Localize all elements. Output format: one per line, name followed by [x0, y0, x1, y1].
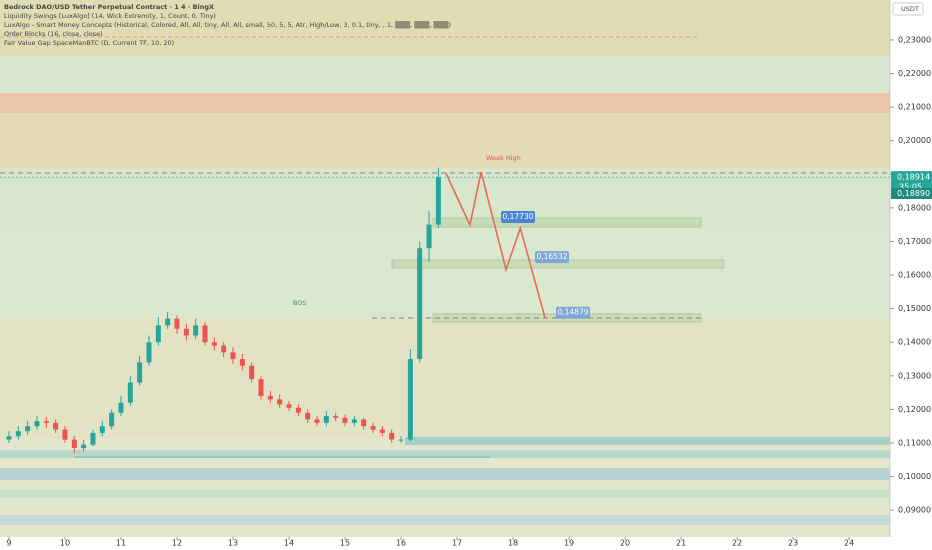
- candle-body: [34, 421, 40, 427]
- candle-body: [295, 407, 301, 413]
- y-tick-label: 0,13000: [898, 371, 931, 380]
- candle-body: [333, 416, 339, 418]
- x-tick-label: 18: [508, 539, 518, 548]
- x-tick-label: 11: [116, 539, 126, 548]
- candle-body: [53, 422, 59, 430]
- candle-body: [323, 416, 329, 423]
- x-tick-label: 22: [732, 539, 742, 548]
- y-tick-label: 0,20000: [898, 136, 931, 145]
- candle-body: [370, 426, 376, 430]
- x-tick-label: 20: [620, 539, 630, 548]
- x-tick-label: 12: [172, 539, 182, 548]
- candle-body: [277, 399, 283, 405]
- projection-line: [445, 171, 546, 318]
- candle-body: [221, 345, 227, 353]
- candle-body: [99, 426, 105, 433]
- candle-body: [286, 404, 292, 408]
- candle-body: [249, 365, 255, 380]
- last-price-box: [891, 171, 932, 194]
- candle-body: [71, 439, 77, 449]
- y-tick-label: 0,18000: [898, 203, 931, 212]
- x-tick-label: 14: [284, 539, 294, 548]
- y-tick-label: 0,11000: [898, 438, 931, 447]
- candle-body: [230, 352, 236, 360]
- price-tag-label: 0,14879: [557, 308, 588, 317]
- x-tick-label: 9: [6, 539, 11, 548]
- indicator-label: Liquidity Swings [LuxAlgo] (14, Wick Ext…: [4, 12, 216, 20]
- price-tag: [556, 306, 590, 319]
- candle-body: [361, 419, 367, 427]
- bid-price-label: 0,18890: [897, 189, 930, 198]
- candle-body: [211, 342, 217, 346]
- candle-body: [90, 432, 96, 445]
- annotation: Weak High: [486, 154, 521, 162]
- candle-body: [267, 395, 273, 400]
- x-tick-label: 13: [228, 539, 238, 548]
- x-tick-label: 23: [788, 539, 798, 548]
- candle-body: [25, 426, 31, 432]
- candle-body: [258, 379, 264, 396]
- y-tick-label: 0,16000: [898, 271, 931, 280]
- candle-body: [6, 436, 12, 440]
- candle-body: [389, 432, 395, 440]
- candle-body: [314, 419, 320, 423]
- candle-body: [183, 328, 189, 336]
- candle-body: [174, 318, 180, 329]
- candle-body: [305, 412, 311, 420]
- candle-body: [146, 342, 152, 363]
- candle-body: [137, 362, 143, 383]
- y-tick-label: 0,14000: [898, 338, 931, 347]
- candle-body: [407, 359, 413, 440]
- x-tick-label: 16: [396, 539, 406, 548]
- y-tick-label: 0,09000: [898, 506, 931, 515]
- last-price-label: 0,18914: [897, 173, 930, 182]
- indicator-label: Order Blocks (16, close, close): [4, 30, 103, 38]
- candle-body: [193, 325, 199, 336]
- x-tick-label: 19: [564, 539, 574, 548]
- candle-body: [109, 412, 115, 427]
- y-tick-label: 0,10000: [898, 472, 931, 481]
- candle-body: [165, 318, 171, 326]
- x-tick-label: 17: [452, 539, 462, 548]
- candle-body: [43, 421, 49, 423]
- price-tag-label: 0,17730: [502, 212, 533, 221]
- candle-body: [435, 177, 441, 225]
- y-tick-label: 0,22000: [898, 69, 931, 78]
- y-tick-label: 0,21000: [898, 103, 931, 112]
- candle-body: [118, 402, 124, 413]
- price-tag-label: 0,16532: [536, 252, 567, 261]
- candle-body: [202, 325, 208, 343]
- candle-body: [127, 382, 133, 403]
- annotation: BOS: [293, 299, 307, 307]
- candle-body: [426, 224, 432, 249]
- candle-body: [398, 439, 404, 441]
- x-tick-label: 24: [844, 539, 854, 548]
- y-tick-label: 0,12000: [898, 405, 931, 414]
- candle-body: [155, 325, 161, 343]
- candle-body: [351, 419, 357, 423]
- candle-body: [15, 431, 21, 437]
- candle-body: [62, 429, 68, 440]
- indicator-label: LuxAlgo - Smart Money Concepts (Historic…: [4, 21, 451, 29]
- bid-price-box: [891, 187, 932, 199]
- x-tick-label: 21: [676, 539, 686, 548]
- candle-body: [81, 444, 87, 449]
- price-tag: [501, 210, 535, 223]
- y-tick-label: 0,23000: [898, 35, 931, 44]
- candle-body: [342, 417, 348, 423]
- x-tick-label: 10: [60, 539, 70, 548]
- currency-label: USDT: [901, 5, 919, 13]
- candle-body: [379, 429, 385, 433]
- y-tick-label: 0,15000: [898, 304, 931, 313]
- chart-title: Bedrock DAO/USD Tether Perpetual Contrac…: [4, 3, 214, 11]
- y-tick-label: 0,17000: [898, 237, 931, 246]
- countdown: 35:05: [899, 183, 922, 192]
- candle-body: [417, 248, 423, 360]
- x-tick-label: 15: [340, 539, 350, 548]
- candle-body: [239, 359, 245, 366]
- price-tag: [535, 251, 569, 264]
- indicator-label: Fair Value Gap SpaceManBTC (D, Current T…: [4, 39, 174, 47]
